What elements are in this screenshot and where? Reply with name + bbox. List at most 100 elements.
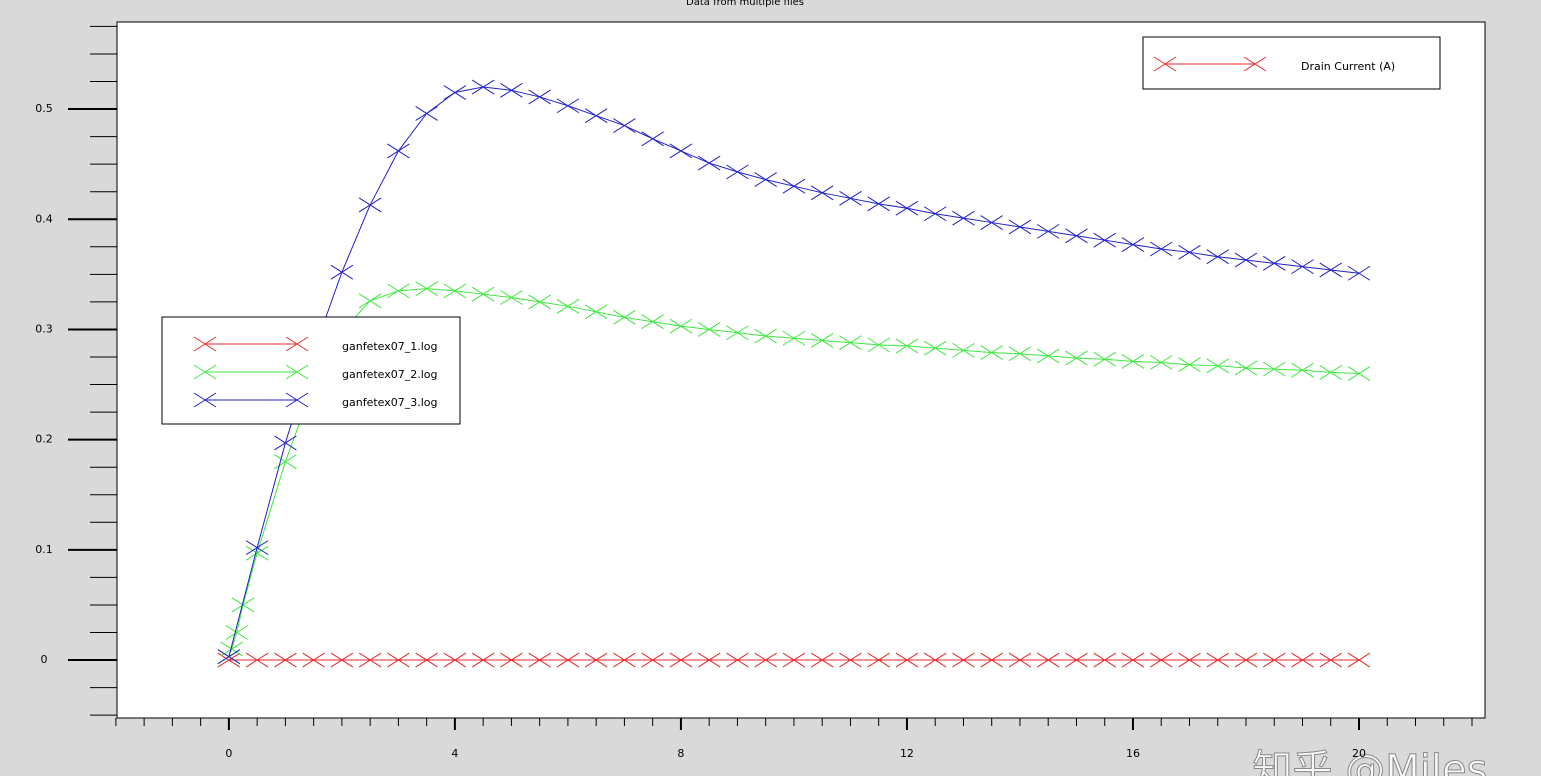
marker <box>330 264 354 280</box>
marker <box>245 545 269 561</box>
marker <box>225 625 249 640</box>
marker <box>584 652 608 668</box>
marker <box>358 197 382 213</box>
marker <box>1234 252 1258 268</box>
marker <box>1178 244 1201 260</box>
marker <box>1206 249 1229 265</box>
marker <box>1036 348 1060 364</box>
marker <box>895 200 919 216</box>
marker <box>471 286 495 302</box>
marker <box>613 309 636 325</box>
marker <box>810 333 834 348</box>
marker <box>613 118 636 134</box>
marker <box>726 652 749 668</box>
marker <box>641 131 664 147</box>
y-tick-label: 0.3 <box>35 322 53 335</box>
marker <box>952 652 975 668</box>
marker <box>556 652 580 668</box>
marker <box>1262 652 1286 668</box>
marker <box>839 652 862 668</box>
marker <box>415 652 438 668</box>
marker <box>500 82 523 98</box>
marker <box>443 652 467 668</box>
marker <box>895 652 919 668</box>
marker <box>839 190 862 206</box>
legend-marker <box>193 364 309 380</box>
marker <box>330 652 354 668</box>
marker <box>1008 346 1032 362</box>
marker <box>697 322 721 337</box>
marker <box>1234 652 1258 668</box>
marker <box>923 206 947 222</box>
y-tick-label: 0.4 <box>35 212 53 225</box>
marker <box>782 330 806 346</box>
marker <box>245 540 269 556</box>
marker <box>471 79 495 95</box>
marker <box>923 340 947 356</box>
marker <box>1036 223 1060 239</box>
marker <box>471 652 495 668</box>
marker <box>1319 262 1343 278</box>
marker <box>1206 358 1229 374</box>
marker <box>952 210 975 226</box>
marker <box>528 89 551 105</box>
marker <box>443 283 467 299</box>
x-tick-label: 8 <box>677 747 684 760</box>
legend <box>161 316 461 425</box>
marker <box>274 435 297 451</box>
legend-label: ganfetex07_1.log <box>342 340 438 353</box>
marker <box>980 652 1003 668</box>
marker <box>669 652 693 668</box>
marker <box>1178 357 1201 373</box>
marker <box>1291 362 1314 378</box>
marker <box>697 652 721 668</box>
marker <box>387 283 410 299</box>
x-tick-label: 16 <box>1126 747 1140 760</box>
marker <box>923 652 947 668</box>
x-tick-label: 20 <box>1352 747 1366 760</box>
marker <box>1008 652 1032 668</box>
marker <box>1291 652 1314 668</box>
marker <box>358 293 382 309</box>
marker <box>1206 652 1229 668</box>
marker <box>358 652 382 668</box>
marker <box>274 652 297 668</box>
marker <box>1262 361 1286 377</box>
marker <box>1178 652 1201 668</box>
marker <box>556 98 580 114</box>
marker <box>1093 652 1116 668</box>
watermark: 知乎 @Miles <box>1253 747 1488 776</box>
ylabel-legend <box>1142 36 1441 90</box>
marker <box>231 597 255 613</box>
legend-marker <box>193 336 309 352</box>
marker <box>1319 652 1343 668</box>
marker <box>415 106 438 121</box>
marker <box>1262 255 1286 271</box>
marker <box>980 345 1003 361</box>
y-tick-label: 0.2 <box>35 433 53 446</box>
marker <box>1093 351 1116 367</box>
marker <box>443 85 467 100</box>
marker <box>1347 652 1371 668</box>
marker <box>754 172 777 188</box>
marker <box>810 185 834 201</box>
marker <box>669 143 693 159</box>
marker <box>1149 652 1173 668</box>
marker <box>528 294 551 310</box>
legend-label: ganfetex07_2.log <box>342 368 438 381</box>
marker <box>1347 366 1371 381</box>
marker <box>387 143 410 159</box>
x-tick-label: 12 <box>900 747 914 760</box>
marker <box>245 652 269 668</box>
ylabel: Drain Current (A) <box>1301 60 1395 73</box>
x-tick-label: 4 <box>451 747 458 760</box>
marker <box>1234 360 1258 376</box>
x-tick-label: 0 <box>225 747 232 760</box>
marker <box>782 652 806 668</box>
legend-marker <box>193 392 309 408</box>
marker <box>1036 652 1060 668</box>
marker <box>500 652 523 668</box>
y-tick-label: 0.1 <box>35 543 53 556</box>
ylabel-legend-marker <box>1153 56 1267 72</box>
